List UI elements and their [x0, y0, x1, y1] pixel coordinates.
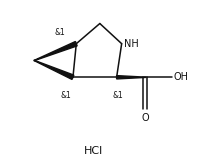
Text: NH: NH [124, 39, 138, 49]
Text: &1: &1 [54, 28, 65, 37]
Polygon shape [116, 76, 144, 79]
Polygon shape [34, 60, 74, 79]
Text: &1: &1 [112, 91, 123, 100]
Text: O: O [141, 113, 148, 123]
Polygon shape [34, 41, 77, 61]
Text: &1: &1 [61, 91, 71, 100]
Text: HCl: HCl [83, 146, 102, 156]
Text: OH: OH [173, 72, 188, 82]
